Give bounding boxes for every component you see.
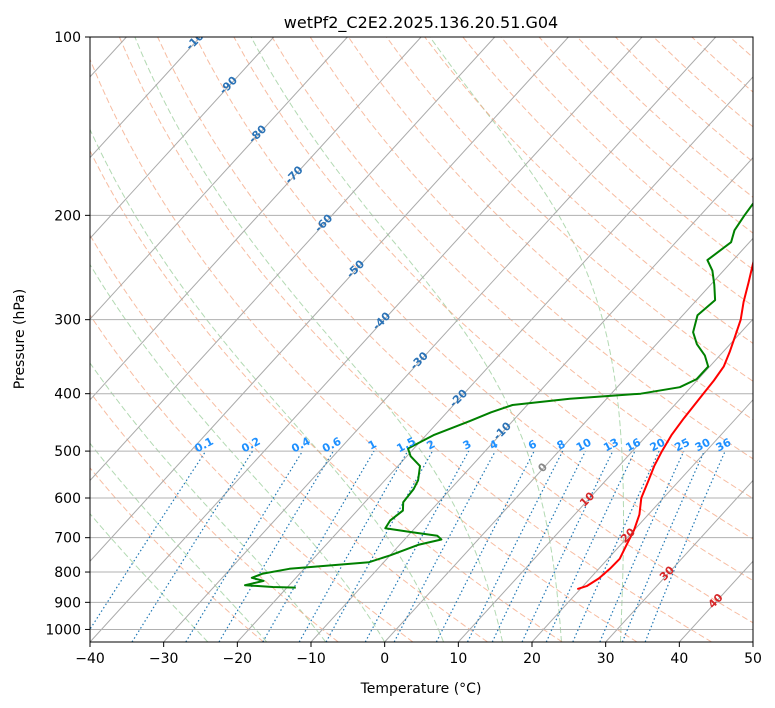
isotherm-line [90, 37, 201, 159]
dry-adiabat-line [90, 149, 563, 642]
isotherm-line [384, 237, 753, 642]
isotherm-line [90, 37, 643, 642]
isotherm-line [163, 37, 717, 642]
moist-adiabat-line [90, 263, 386, 642]
dry-adiabat-line [90, 58, 638, 642]
mixing-ratio-line [466, 450, 564, 642]
x-tick-label: 0 [380, 651, 389, 667]
mixing-ratio-label: 25 [672, 436, 692, 455]
moist-adiabats [90, 37, 624, 642]
isotherm-line [90, 37, 569, 563]
x-tick-label: 40 [670, 651, 688, 667]
isotherm-line [90, 37, 348, 320]
moist-adiabat-line [429, 37, 624, 642]
y-tick-label: 300 [54, 313, 81, 329]
dry-adiabat-line [90, 234, 488, 642]
sounding-profiles [244, 202, 753, 591]
x-tick-label: −20 [223, 651, 253, 667]
mixing-ratio-lines [90, 450, 726, 642]
moist-adiabat-line [90, 128, 445, 642]
x-tick-label: −10 [296, 651, 326, 667]
dry-adiabat-line [462, 37, 753, 307]
mixing-ratio-label: 20 [648, 435, 668, 454]
mixing-ratio-label: 30 [693, 436, 713, 455]
x-tick-label: −30 [149, 651, 179, 667]
temperature-profile-line [576, 259, 753, 591]
mixing-ratio-line [90, 450, 207, 631]
x-tick-label: 30 [597, 651, 615, 667]
x-tick-label: −40 [75, 651, 105, 667]
y-tick-label: 1000 [45, 622, 81, 638]
x-axis-label: Temperature (°C) [360, 681, 482, 697]
isotherm-line [90, 37, 275, 240]
dry-adiabat-line [195, 37, 753, 582]
mixing-ratio-line [325, 450, 434, 642]
isotherm-line [236, 76, 753, 642]
x-tick-label: 50 [744, 651, 762, 667]
y-tick-label: 400 [54, 387, 81, 403]
y-tick-label: 900 [54, 595, 81, 611]
mixing-ratio-label: 36 [714, 436, 734, 455]
x-tick-label: 10 [449, 651, 467, 667]
x-axis-ticks: −40 −30 −20 −10 0 10 20 30 40 50 [75, 642, 762, 667]
plot-frame [89, 36, 754, 643]
mixing-ratio-line [644, 450, 726, 642]
mixing-ratio-line [572, 450, 660, 642]
isotherm-line [310, 156, 753, 642]
y-axis-label: Pressure (hPa) [12, 289, 28, 389]
chart-title: wetPf2_C2E2.2025.136.20.51.G04 [284, 13, 558, 33]
isotherm-line [90, 37, 422, 401]
dry-adiabat-line [386, 37, 753, 382]
dry-adiabat-line [271, 37, 753, 500]
dry-adiabat-line [90, 467, 264, 642]
moist-adiabat-line [90, 513, 209, 642]
x-tick-label: 20 [523, 651, 541, 667]
y-tick-label: 500 [54, 444, 81, 460]
mixing-ratio-line [131, 450, 254, 642]
y-tick-label: 100 [54, 30, 81, 46]
y-tick-label: 700 [54, 531, 81, 547]
mixing-ratio-label: 10 [574, 435, 594, 454]
y-tick-label: 200 [54, 208, 81, 224]
dry-adiabat-line [157, 37, 753, 624]
dry-adiabat-line [347, 37, 753, 421]
mixing-ratio-label: 13 [601, 436, 621, 455]
moist-adiabat-line [90, 442, 268, 642]
mixing-ratio-label: 16 [623, 436, 643, 455]
moist-adiabat-line [90, 362, 327, 642]
isotherm-line [90, 37, 496, 482]
dewpoint-profile-line [244, 202, 753, 589]
moist-adiabat-line [134, 37, 503, 642]
mixing-ratio-line [599, 450, 685, 642]
mixing-ratio-line [621, 450, 705, 642]
moist-adiabat-line [250, 37, 562, 642]
mixing-ratio-line [364, 450, 470, 642]
mixing-ratio-line [185, 450, 304, 642]
isotherm-line [605, 479, 753, 642]
y-tick-label: 600 [54, 491, 81, 507]
y-tick-label: 800 [54, 565, 81, 581]
isotherms [90, 37, 753, 642]
mixing-ratio-line [393, 450, 496, 642]
isotherm-line [531, 399, 753, 642]
y-axis-ticks: 100 200 300 400 500 600 700 800 900 1000 [45, 30, 90, 638]
